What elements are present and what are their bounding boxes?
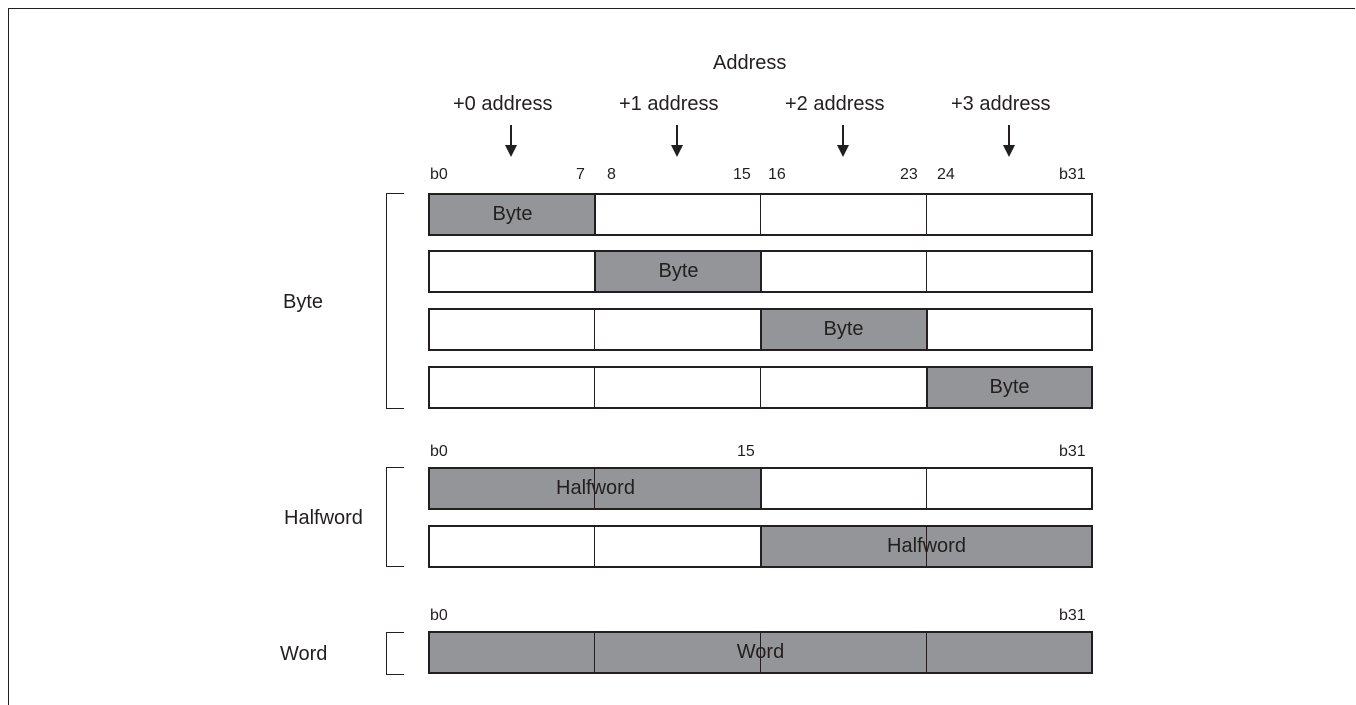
byte-row-1: Byte	[428, 250, 1093, 293]
byte-group-bracket	[386, 193, 404, 409]
halfword-cell-label: Halfword	[887, 535, 966, 557]
byte-group-label: Byte	[283, 291, 324, 313]
word-group-label: Word	[280, 643, 328, 665]
word-row: Word	[428, 631, 1093, 674]
halfword-cell-label: Halfword	[556, 477, 635, 499]
bit-label: b31	[1059, 607, 1086, 624]
word-cell-label: Word	[736, 641, 785, 663]
bit-label: b31	[1059, 443, 1086, 460]
byte-row-3: Byte	[428, 366, 1093, 409]
address-title: Address	[713, 52, 787, 74]
byte-cell-label: Byte	[823, 318, 864, 340]
halfword-row-1: Halfword	[428, 525, 1093, 568]
byte-cell-label: Byte	[492, 203, 533, 225]
bit-label: 8	[607, 166, 616, 183]
column-label-plus2: +2 address	[785, 93, 885, 115]
bit-label: b0	[430, 607, 448, 624]
byte-row-0: Byte	[428, 193, 1093, 236]
halfword-group-label: Halfword	[284, 507, 363, 529]
bit-label: 15	[737, 443, 755, 460]
diagram-frame	[8, 8, 1355, 705]
bit-label: b31	[1059, 166, 1086, 183]
halfword-row-0: Halfword	[428, 467, 1093, 510]
bit-label: 24	[937, 166, 955, 183]
column-label-plus3: +3 address	[951, 93, 1051, 115]
byte-cell-label: Byte	[989, 376, 1030, 398]
word-group-bracket	[386, 632, 404, 675]
column-label-plus0: +0 address	[453, 93, 553, 115]
bit-label: b0	[430, 166, 448, 183]
bit-label: 16	[768, 166, 786, 183]
byte-cell-label: Byte	[658, 260, 699, 282]
column-label-plus1: +1 address	[619, 93, 719, 115]
bit-label: 7	[576, 166, 585, 183]
halfword-group-bracket	[386, 467, 404, 567]
bit-label: 23	[900, 166, 918, 183]
bit-label: 15	[733, 166, 751, 183]
bit-label: b0	[430, 443, 448, 460]
byte-row-2: Byte	[428, 308, 1093, 351]
